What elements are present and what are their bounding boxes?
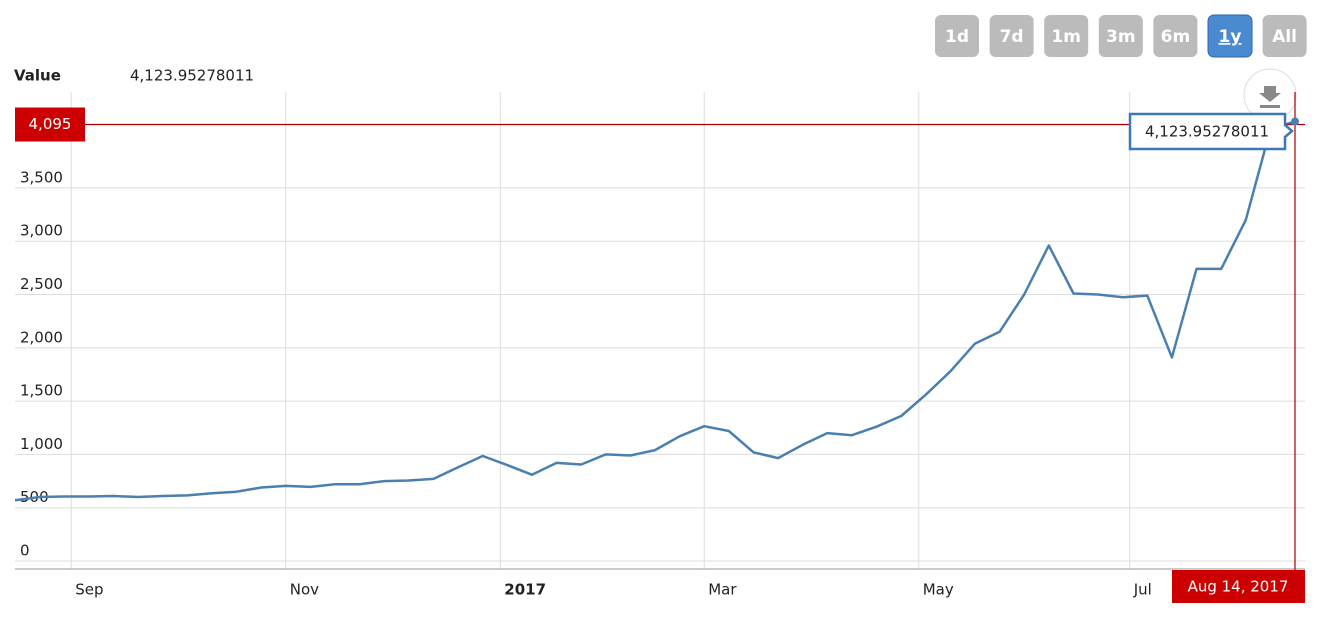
range-button[interactable]: 3m (1098, 15, 1143, 57)
y-tick-label: 1,500 (20, 382, 63, 400)
value-label: Value (14, 67, 61, 85)
range-button[interactable]: 1y (1207, 14, 1253, 58)
button-label: 6m (1161, 27, 1191, 47)
x-tick-label: Mar (708, 581, 737, 599)
crosshair-x-box (1172, 570, 1305, 603)
y-tick-label: 3,500 (20, 168, 63, 186)
hover-point (1291, 117, 1299, 126)
y-tick-label: 1,000 (20, 435, 63, 453)
crosshair-y-box (15, 107, 85, 142)
y-tick-label: 2,000 (20, 328, 63, 346)
x-tick-label: Jul (1133, 581, 1152, 599)
button-bg (1153, 15, 1198, 57)
tooltip-box (1128, 112, 1294, 151)
range-button[interactable]: 1d (935, 15, 979, 57)
crosshair-y-label: 4,095 (29, 115, 72, 133)
range-button[interactable]: All (1262, 15, 1307, 57)
x-tick-label: May (923, 581, 954, 599)
x-tick-label: Nov (290, 581, 319, 599)
range-button[interactable]: 7d (989, 15, 1034, 57)
range-button[interactable]: 1m (1044, 15, 1089, 57)
y-tick-label: 2,500 (20, 275, 63, 293)
button-label: 7d (1000, 27, 1024, 47)
button-label: 1d (945, 27, 969, 47)
download-icon (1259, 86, 1281, 108)
button-label: 1y (1219, 27, 1242, 47)
button-bg (935, 15, 979, 57)
button-label: All (1272, 27, 1297, 47)
download-button[interactable] (1243, 68, 1297, 122)
button-bg (989, 15, 1034, 57)
button-label: 1m (1051, 27, 1081, 47)
crosshair-x-label: Aug 14, 2017 (1188, 578, 1289, 596)
x-tick-label: Sep (75, 581, 103, 599)
button-bg (1044, 15, 1089, 57)
y-tick-label: 0 (20, 542, 30, 560)
x-tick-label: 2017 (504, 581, 546, 599)
tooltip-text: 4,123.95278011 (1145, 123, 1269, 141)
y-tick-label: 3,000 (20, 222, 63, 240)
hover-value: 4,123.95278011 (130, 67, 254, 85)
price-line (14, 120, 1296, 502)
button-bg (1098, 15, 1143, 57)
range-button[interactable]: 6m (1153, 15, 1198, 57)
button-label: 3m (1106, 27, 1136, 47)
button-bg (1262, 15, 1307, 57)
button-bg (1207, 14, 1253, 58)
